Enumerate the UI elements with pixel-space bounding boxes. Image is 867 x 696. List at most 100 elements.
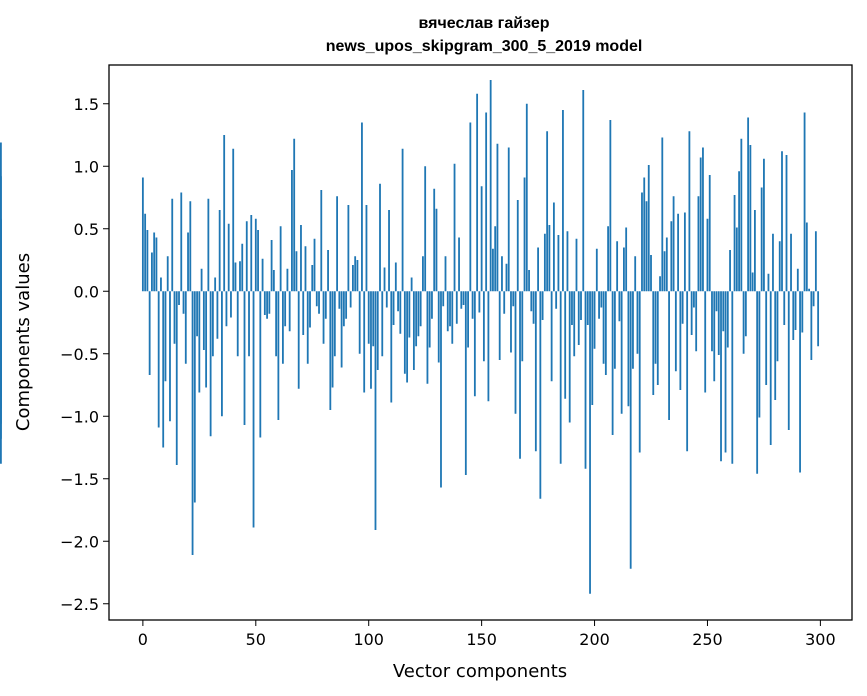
bar-298	[814, 231, 817, 292]
bar-143	[464, 291, 467, 475]
bar-147	[473, 291, 476, 397]
bar-270	[751, 272, 754, 292]
bar-130	[435, 208, 438, 292]
bar-295	[808, 288, 810, 292]
bar-238	[679, 291, 682, 390]
bar-67	[293, 138, 296, 292]
bar-141	[460, 291, 463, 309]
bar-242	[688, 131, 691, 292]
x-tick-label: 250	[692, 630, 723, 649]
bar-1	[144, 213, 147, 292]
bar-232	[665, 237, 668, 292]
bar-24	[196, 291, 198, 337]
bar-217	[632, 291, 634, 369]
bar-118	[408, 291, 411, 338]
bar-100	[367, 291, 370, 344]
bar-52	[259, 291, 262, 438]
bar-122	[417, 291, 420, 337]
bar-263	[735, 227, 738, 292]
bar-158	[498, 291, 501, 360]
bar-290	[796, 268, 799, 292]
bar-197	[586, 291, 589, 325]
y-tick-label: 0.5	[74, 220, 99, 239]
bar-256	[720, 291, 722, 462]
bar-62	[281, 291, 284, 364]
bar-259	[726, 291, 729, 348]
bar-12	[169, 291, 171, 422]
bar-29	[207, 198, 210, 292]
bar-176	[539, 291, 542, 499]
bar-281	[776, 291, 779, 362]
bar-169	[523, 177, 526, 292]
bar-248	[702, 147, 704, 292]
bar-115	[401, 148, 404, 292]
bar-273	[758, 291, 761, 418]
bar-299	[817, 291, 820, 347]
bar-191	[573, 291, 576, 357]
bar-110	[390, 291, 393, 403]
bar-280	[774, 291, 777, 400]
bar-243	[690, 291, 693, 335]
bar-53	[261, 258, 264, 292]
bar-60	[277, 291, 280, 420]
bar-15	[175, 291, 178, 465]
bar-93	[352, 265, 354, 292]
bar-113	[397, 291, 399, 312]
bar-22	[191, 291, 194, 555]
bar-107	[383, 267, 386, 292]
bar-222	[643, 177, 646, 292]
bar-271	[753, 210, 756, 292]
bar-0	[141, 177, 144, 292]
bar-3	[148, 291, 151, 375]
bar-87	[338, 291, 341, 309]
bar-284	[783, 291, 786, 325]
bar-77	[315, 291, 318, 307]
bar-175	[537, 247, 539, 292]
bar-266	[742, 291, 745, 354]
bar-61	[279, 226, 282, 292]
bar-49	[252, 291, 255, 528]
bar-75	[311, 265, 314, 292]
bar-5	[153, 232, 156, 292]
bar-102	[372, 291, 375, 347]
bar-213	[623, 247, 625, 292]
bar-224	[647, 165, 650, 292]
bar-268	[747, 117, 750, 292]
bar-265	[740, 138, 743, 292]
bar-283	[781, 151, 783, 292]
bar-227	[654, 291, 657, 364]
bar-188	[566, 231, 569, 292]
bar-194	[580, 291, 582, 320]
bar-133	[442, 291, 445, 307]
bar-63	[284, 291, 287, 327]
bar-157	[496, 143, 499, 292]
bar-180	[548, 225, 551, 292]
bar-105	[379, 183, 381, 292]
bar-91	[347, 205, 350, 292]
bar-138	[453, 163, 456, 292]
bar-202	[598, 291, 600, 319]
bar-41	[234, 262, 237, 292]
bar-293	[803, 112, 806, 292]
bar-286	[787, 291, 790, 430]
bar-80	[322, 291, 325, 344]
bar-190	[571, 291, 573, 325]
bar-131	[437, 291, 440, 363]
bar-123	[419, 291, 422, 327]
y-tick-label: 0.0	[74, 282, 99, 301]
bar-285	[785, 155, 788, 292]
bar-160	[503, 291, 506, 314]
bar-121	[415, 291, 418, 347]
bar-23	[193, 291, 196, 503]
bar-84	[331, 291, 334, 388]
bar-135	[446, 291, 449, 332]
bar-33	[216, 291, 219, 339]
bar-10	[164, 291, 167, 382]
bar-296	[810, 291, 813, 360]
bar-261	[731, 291, 734, 464]
y-axis-label: Components values	[13, 253, 34, 431]
bar-291	[799, 291, 801, 473]
bar-211	[618, 291, 621, 322]
bar-161	[505, 263, 508, 292]
